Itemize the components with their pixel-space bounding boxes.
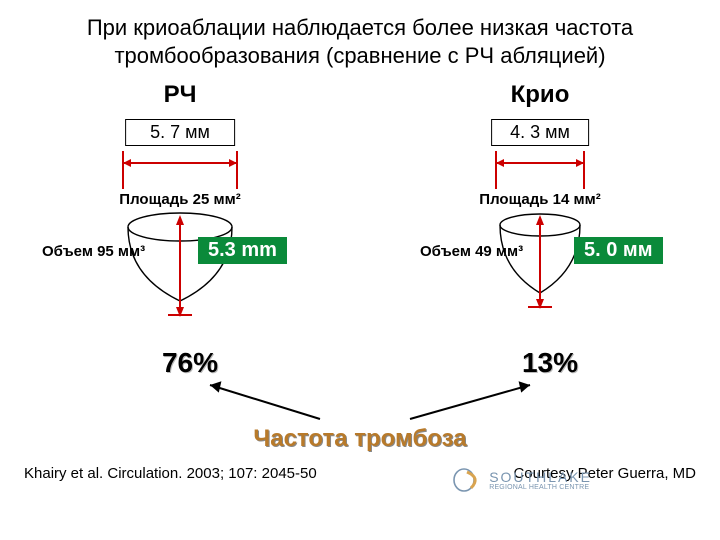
comparison-columns: РЧ 5. 7 мм Площадь 25 мм² Объем 95 мм³ 5…: [0, 81, 720, 339]
cryo-diameter-box: 4. 3 мм: [491, 119, 589, 146]
cryo-heading: Крио: [511, 81, 570, 109]
logo-sub-text: REGIONAL HEALTH CENTRE: [489, 484, 592, 491]
rf-width-dimension: [115, 151, 245, 189]
cryo-thrombosis-pct: 13%: [370, 347, 710, 379]
rf-thrombosis-pct: 76%: [10, 347, 350, 379]
cryo-column: Крио 4. 3 мм Площадь 14 мм² Объем 49 мм³…: [370, 81, 710, 339]
cryo-depth-dimension: [528, 213, 552, 313]
rf-diagram: 5. 7 мм Площадь 25 мм² Объем 95 мм³ 5.3 …: [50, 119, 310, 339]
percentage-row: 76% 13%: [0, 347, 720, 379]
rf-column: РЧ 5. 7 мм Площадь 25 мм² Объем 95 мм³ 5…: [10, 81, 350, 339]
thrombosis-label: Частота тромбоза: [0, 425, 720, 453]
rf-depth-dimension: [168, 213, 192, 321]
cryo-depth-box: 5. 0 мм: [574, 237, 663, 264]
arrows-to-label: [0, 379, 720, 429]
logo-icon: [453, 468, 483, 492]
cryo-volume-label: Объем 49 мм³: [420, 243, 523, 260]
southlake-logo: SOUTHLAKE REGIONAL HEALTH CENTRE: [453, 468, 592, 492]
rf-area-label: Площадь 25 мм²: [119, 191, 240, 208]
rf-depth-box: 5.3 mm: [198, 237, 287, 264]
rf-volume-label: Объем 95 мм³: [42, 243, 145, 260]
logo-main-text: SOUTHLAKE: [489, 470, 592, 484]
cryo-width-dimension: [488, 151, 592, 189]
rf-heading: РЧ: [164, 81, 197, 109]
rf-diameter-box: 5. 7 мм: [125, 119, 235, 146]
footer: Khairy et al. Circulation. 2003; 107: 20…: [0, 453, 720, 482]
cryo-area-label: Площадь 14 мм²: [479, 191, 600, 208]
cryo-diagram: 4. 3 мм Площадь 14 мм² Объем 49 мм³ 5. 0…: [410, 119, 670, 339]
citation: Khairy et al. Circulation. 2003; 107: 20…: [24, 465, 317, 482]
slide-title: При криоаблации наблюдается более низкая…: [0, 0, 720, 69]
